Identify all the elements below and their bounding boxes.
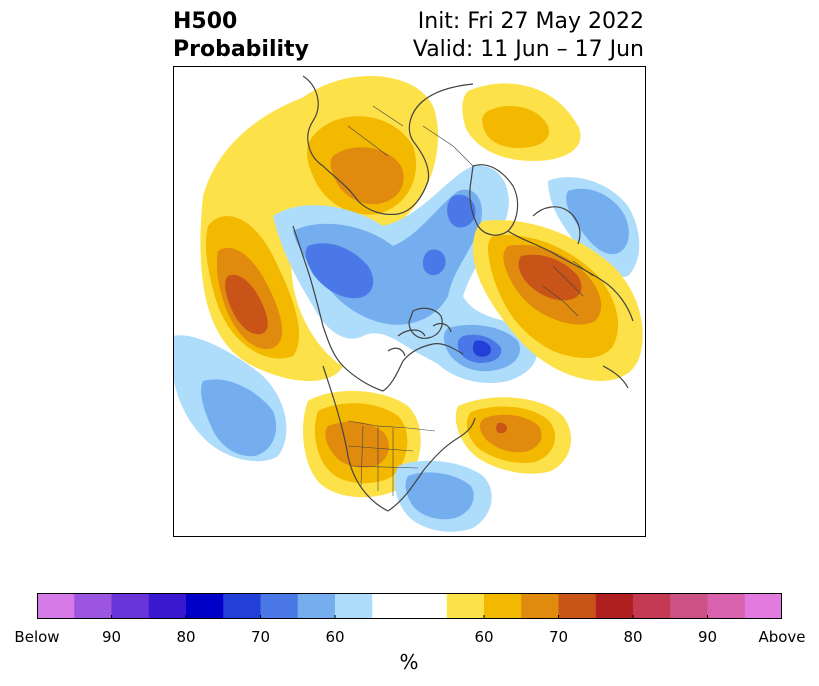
- map-title: H500 Probability: [173, 8, 309, 64]
- hudson-below-blue2: [422, 249, 446, 276]
- colorbar-segment: [260, 593, 299, 619]
- colorbar-frame: [37, 593, 782, 619]
- title-line-h500: H500: [173, 9, 238, 34]
- europe-above-orange3: [518, 254, 582, 301]
- alaska-coast: [292, 225, 384, 392]
- probability-shading: [173, 76, 643, 532]
- arctic-below-blue2: [447, 194, 476, 228]
- colorbar-segment: [74, 593, 112, 619]
- colorbar-segment: [670, 593, 708, 619]
- forecast-dates: Init: Fri 27 May 2022 Valid: 11 Jun – 17…: [413, 8, 644, 64]
- colorbar-tick-label: Below: [14, 628, 60, 646]
- us-above-orange2: [325, 421, 389, 468]
- valid-date: Valid: 11 Jun – 17 Jun: [412, 37, 644, 62]
- colorbar-tick-label: 90: [697, 628, 718, 646]
- colorbar-tick-label: 90: [101, 628, 122, 646]
- colorbar-segment: [297, 593, 336, 619]
- greenland-coast: [469, 164, 519, 236]
- canada-arctic-coast: [382, 343, 464, 392]
- colorbar-segment: [744, 593, 782, 619]
- colorbar-segment: [111, 593, 150, 619]
- arctic-above-orange: [482, 106, 549, 148]
- colorbar-tick-label: 60: [325, 628, 345, 646]
- colorbar-segment: [595, 593, 634, 619]
- colorbar-segment: [37, 593, 75, 619]
- mediterranean-coast: [602, 365, 629, 389]
- east-asia-below-blue: [566, 188, 629, 255]
- colorbar-segment: [558, 593, 597, 619]
- arctic-islands: [387, 322, 452, 357]
- colorbar-tick-label: 70: [250, 628, 271, 646]
- scandinavia-coast: [532, 206, 581, 245]
- colorbar-segment: [148, 593, 187, 619]
- us-canada-border: [347, 420, 436, 432]
- europe-borders: [542, 260, 594, 317]
- hudson-bay-coast: [408, 307, 443, 339]
- colorbar-tick-label: 80: [176, 628, 196, 646]
- init-date: Init: Fri 27 May 2022: [417, 9, 644, 34]
- atlantic-above-orange2: [479, 414, 542, 453]
- borders: [347, 105, 594, 496]
- pacific-below-blue: [200, 379, 277, 457]
- colorbar-tick-label: 60: [474, 628, 494, 646]
- title-line-probability: Probability: [173, 37, 309, 62]
- russia-borders: [347, 105, 474, 167]
- colorbar-segment: [446, 593, 485, 619]
- colorbar-segment: [633, 593, 671, 619]
- colorbar-tick-label: Above: [758, 628, 806, 646]
- coastlines: [292, 75, 634, 512]
- atlantic-below-blue3: [472, 340, 491, 357]
- colorbar-segment: [223, 593, 261, 619]
- europe-coast: [507, 230, 634, 322]
- colorbar-units: %: [399, 650, 419, 674]
- colorbar-segment: [484, 593, 522, 619]
- colorbar-segment: [186, 593, 224, 619]
- colorbar-segment: [707, 593, 746, 619]
- colorbar: [37, 593, 782, 619]
- probability-map: [173, 66, 646, 537]
- atlantic-above-orange3: [496, 422, 507, 434]
- pacific-above-orange3: [225, 274, 268, 335]
- north-america-east-coast: [387, 417, 476, 512]
- colorbar-segment: [372, 593, 410, 619]
- north-america-west-coast: [322, 365, 389, 512]
- colorbar-segment: [335, 593, 373, 619]
- colorbar-tick-label: 80: [623, 628, 643, 646]
- us-below-blue: [405, 472, 474, 520]
- colorbar-tick-label: 70: [548, 628, 569, 646]
- colorbar-segment: [521, 593, 559, 619]
- asia-coast: [302, 75, 474, 216]
- canada-below-blue2: [305, 243, 374, 299]
- map-frame: [173, 66, 646, 537]
- us-state-lines: [347, 425, 419, 496]
- colorbar-segment: [409, 593, 448, 619]
